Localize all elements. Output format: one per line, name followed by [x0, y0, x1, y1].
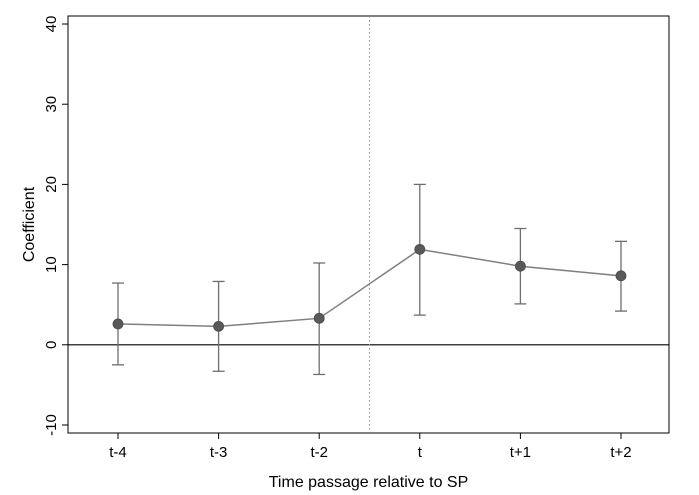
- y-tick-label-20: 20: [43, 176, 60, 193]
- plot-frame: [67, 15, 670, 434]
- reference-lines: [68, 16, 669, 433]
- data-point-t+1: [515, 260, 526, 272]
- data-point-t-2: [313, 312, 325, 324]
- series-line: [117, 248, 622, 328]
- x-tick-label-t: t: [418, 444, 423, 461]
- y-tick-label-10: 10: [43, 256, 60, 273]
- data-point-t: [414, 243, 426, 255]
- data-point-t-4: [112, 318, 124, 330]
- x-axis: t-4 t-3 t-2 t t+1 t+2: [109, 433, 632, 461]
- series-coefficient: [112, 183, 627, 376]
- x-tick-label-t-3: t-3: [210, 444, 228, 461]
- y-tick-label-40: 40: [43, 16, 60, 33]
- data-point-t+2: [615, 270, 627, 282]
- y-axis: -10 0 10 20 30 40: [43, 16, 68, 436]
- x-tick-label-t+1: t+1: [510, 444, 531, 461]
- y-tick-label-30: 30: [43, 96, 60, 113]
- x-tick-label-t-4: t-4: [109, 444, 127, 461]
- data-point-t-3: [213, 320, 225, 332]
- x-tick-label-t-2: t-2: [310, 444, 328, 461]
- x-axis-title: Time passage relative to SP: [269, 474, 469, 491]
- y-tick-label-0: 0: [43, 341, 60, 349]
- y-axis-title: Coefficient: [21, 186, 38, 262]
- y-tick-label--10: -10: [43, 414, 60, 436]
- x-tick-label-t+2: t+2: [610, 444, 631, 461]
- plot-area-border: [67, 15, 670, 434]
